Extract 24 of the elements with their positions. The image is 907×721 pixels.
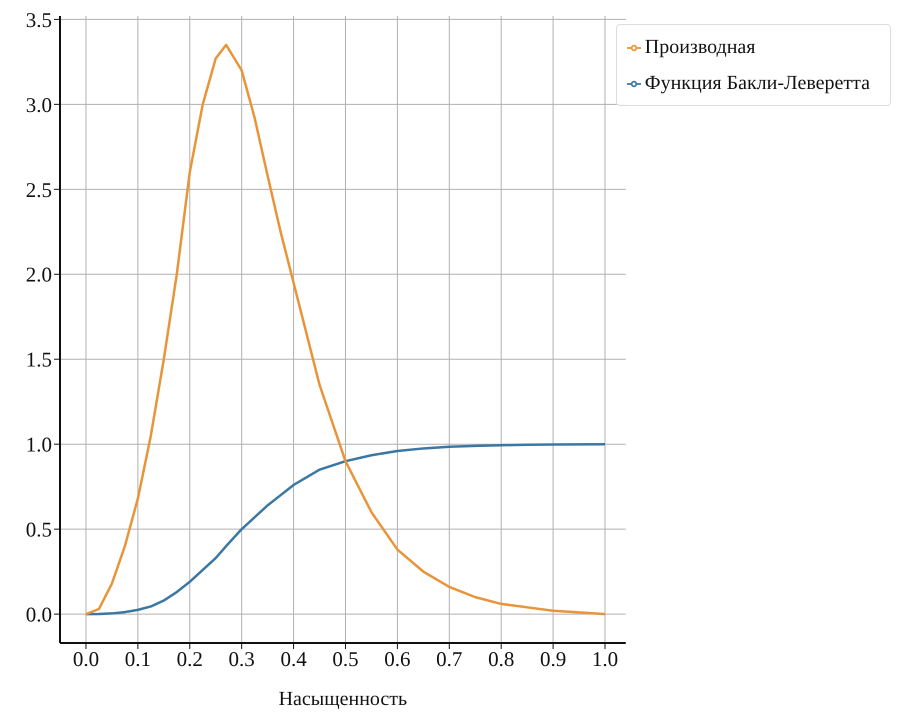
y-tick-label: 0.5 — [26, 518, 52, 542]
x-tick-label: 0.8 — [488, 646, 514, 671]
x-tick-label: 0.5 — [332, 646, 359, 671]
y-tick-label: 2.5 — [26, 178, 52, 202]
y-tick-label: 2.0 — [26, 262, 52, 287]
y-tick-label: 1.0 — [26, 432, 52, 457]
x-tick-label: 0.0 — [72, 646, 100, 671]
x-tick-label: 0.1 — [124, 646, 151, 671]
legend-label: Функция Бакли-Леверетта — [644, 72, 870, 94]
x-tick-label: 0.3 — [228, 646, 255, 671]
x-tick-label: 0.6 — [384, 646, 411, 671]
x-axis-title: Насыщенность — [278, 688, 408, 710]
x-tick-label: 1.0 — [592, 646, 618, 671]
x-tick-label: 0.9 — [540, 646, 566, 671]
line-series — [84, 44, 606, 616]
x-tick-label: 0.7 — [436, 646, 462, 671]
y-tick-label: 3.0 — [26, 92, 52, 117]
x-tick-label: 0.4 — [280, 646, 308, 671]
line-series — [84, 442, 606, 616]
y-tick-label: 0.0 — [26, 602, 52, 627]
y-tick-label: 1.5 — [26, 348, 52, 372]
y-tick-label: 3.5 — [26, 8, 52, 32]
legend-label: Производная — [644, 36, 756, 58]
x-tick-label: 0.2 — [176, 646, 203, 671]
